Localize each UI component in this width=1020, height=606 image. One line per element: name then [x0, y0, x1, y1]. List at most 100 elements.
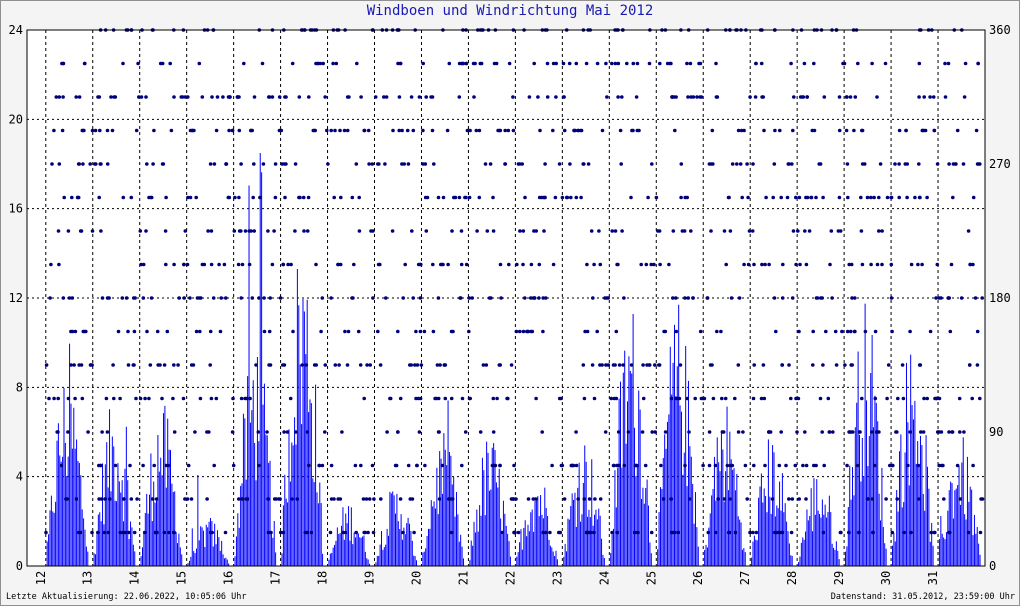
direction-point: [736, 128, 741, 133]
direction-point: [293, 229, 297, 233]
direction-point: [582, 396, 587, 401]
direction-point: [198, 396, 203, 401]
direction-point: [475, 229, 479, 233]
direction-point: [320, 296, 325, 300]
direction-point: [107, 296, 111, 300]
direction-point: [631, 61, 636, 66]
direction-point: [774, 530, 779, 535]
direction-point: [909, 530, 913, 535]
direction-point: [975, 363, 980, 367]
direction-point: [622, 463, 626, 468]
direction-point: [323, 430, 327, 434]
direction-point: [525, 329, 529, 334]
direction-point: [82, 61, 87, 66]
direction-point: [460, 61, 464, 66]
direction-point: [93, 128, 98, 133]
direction-point: [844, 128, 849, 133]
direction-point: [908, 430, 912, 434]
direction-point: [847, 262, 851, 267]
x-tick-label: 31: [926, 571, 940, 585]
direction-point: [176, 363, 180, 367]
direction-point: [636, 530, 640, 535]
direction-point: [722, 229, 727, 233]
direction-point: [231, 396, 235, 401]
direction-point: [880, 229, 884, 233]
direction-point: [288, 396, 293, 401]
direction-point: [248, 396, 252, 401]
direction-point: [604, 61, 608, 66]
direction-point: [282, 363, 287, 367]
direction-point: [398, 61, 403, 66]
direction-point: [136, 61, 140, 66]
direction-point: [962, 95, 967, 99]
direction-point: [432, 162, 436, 166]
direction-point: [610, 229, 614, 233]
direction-point: [738, 162, 743, 166]
direction-point: [57, 162, 62, 166]
direction-point: [804, 463, 809, 468]
direction-point: [532, 61, 536, 66]
direction-point: [211, 296, 216, 300]
direction-point: [373, 95, 378, 99]
direction-point: [230, 128, 235, 133]
direction-point: [669, 396, 674, 401]
direction-point: [446, 262, 450, 267]
direction-point: [862, 162, 867, 166]
direction-point: [713, 463, 718, 468]
direction-point: [633, 530, 637, 535]
direction-point: [273, 195, 278, 200]
direction-point: [90, 530, 94, 535]
direction-point: [603, 296, 607, 300]
direction-point: [866, 497, 870, 501]
direction-point: [131, 363, 136, 367]
direction-point: [371, 229, 375, 233]
direction-point: [725, 463, 730, 468]
direction-point: [589, 229, 594, 233]
direction-point: [200, 95, 205, 99]
direction-point: [254, 363, 258, 367]
direction-point: [69, 363, 73, 367]
direction-point: [103, 497, 107, 501]
direction-point: [679, 195, 683, 200]
direction-point: [120, 296, 125, 300]
direction-point: [449, 396, 454, 401]
direction-point: [676, 530, 681, 535]
direction-point: [663, 430, 668, 434]
direction-point: [179, 95, 184, 99]
direction-point: [100, 296, 105, 300]
direction-point: [354, 530, 359, 535]
direction-point: [955, 128, 960, 133]
direction-point: [345, 363, 350, 367]
direction-point: [99, 229, 103, 233]
direction-point: [252, 162, 256, 166]
direction-point: [850, 296, 854, 300]
direction-point: [281, 530, 286, 535]
direction-point: [873, 463, 877, 468]
direction-point: [76, 195, 80, 200]
direction-point: [376, 329, 380, 334]
direction-point: [509, 363, 514, 367]
direction-point: [917, 497, 921, 501]
direction-point: [674, 95, 678, 99]
direction-point: [724, 262, 728, 267]
direction-point: [210, 530, 214, 535]
direction-point: [935, 262, 940, 267]
direction-point: [770, 497, 775, 501]
direction-point: [132, 329, 137, 334]
direction-point: [901, 396, 906, 401]
direction-point: [141, 296, 146, 300]
direction-point: [94, 162, 98, 166]
direction-point: [70, 296, 75, 300]
direction-point: [727, 530, 731, 535]
direction-point: [752, 262, 756, 267]
direction-point: [515, 262, 519, 267]
direction-point: [214, 396, 219, 401]
direction-point: [643, 463, 648, 468]
direction-point: [208, 363, 212, 367]
direction-point: [139, 95, 144, 99]
direction-point: [365, 363, 369, 367]
direction-point: [437, 497, 442, 501]
direction-point: [319, 329, 323, 334]
direction-point: [309, 530, 314, 535]
direction-point: [850, 363, 854, 367]
